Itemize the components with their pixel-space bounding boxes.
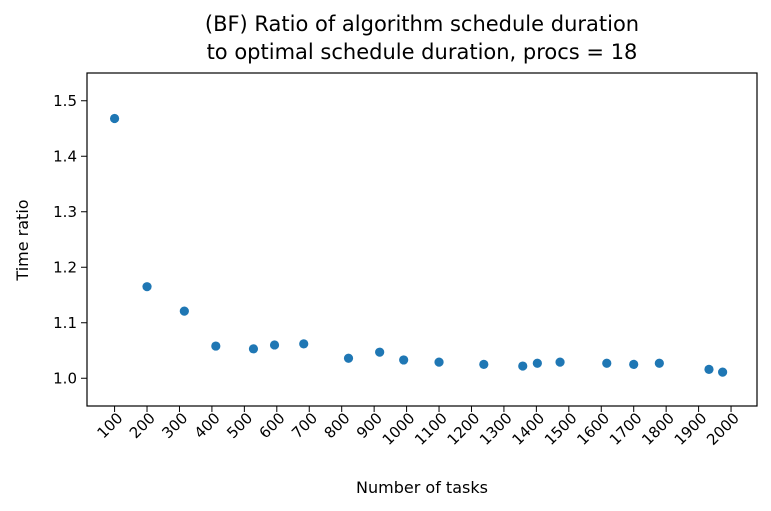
data-point	[248, 344, 259, 354]
x-tick-label: 1900	[671, 409, 711, 449]
data-point	[142, 282, 152, 292]
x-tick-label: 2000	[703, 409, 743, 449]
x-tick-label: 1800	[638, 409, 678, 449]
chart-title-line-1: (BF) Ratio of algorithm schedule duratio…	[205, 12, 639, 36]
x-tick-label: 1000	[379, 409, 419, 449]
x-tick-label: 700	[288, 409, 321, 442]
data-point	[299, 339, 309, 349]
y-tick-label: 1.0	[53, 369, 77, 387]
chart-title-line-2: to optimal schedule duration, procs = 18	[207, 40, 638, 64]
data-point	[629, 359, 639, 369]
data-point	[375, 347, 385, 357]
data-point	[532, 358, 542, 368]
data-point	[399, 355, 409, 365]
x-tick-label: 1600	[573, 409, 613, 449]
x-tick-label: 1500	[541, 409, 581, 449]
y-tick-label: 1.2	[53, 258, 77, 276]
data-points	[109, 113, 728, 377]
data-point	[654, 358, 664, 368]
plot-area	[86, 72, 758, 407]
data-point	[211, 341, 221, 351]
x-axis-label: Number of tasks	[356, 478, 488, 497]
x-axis: 100 200 300 400 500 600 700 800 9001000110012001…	[93, 406, 743, 449]
x-tick-label: 400	[191, 409, 224, 442]
data-point	[109, 113, 120, 124]
x-tick-label: 800	[321, 409, 354, 442]
x-tick-label: 1400	[508, 409, 548, 449]
data-point	[704, 364, 714, 374]
data-point	[343, 353, 354, 363]
y-tick-label: 1.3	[53, 203, 77, 221]
x-tick-label: 600	[256, 409, 289, 442]
y-axis-label: Time ratio	[13, 199, 32, 281]
data-point	[602, 358, 612, 368]
data-point	[269, 340, 280, 350]
x-tick-label: 1200	[444, 409, 484, 449]
y-axis: 1.0 1.1 1.2 1.3 1.4 1.5	[53, 92, 87, 387]
x-tick-label: 300	[158, 409, 191, 442]
y-tick-label: 1.4	[53, 147, 77, 165]
y-tick-label: 1.1	[53, 314, 77, 332]
data-point	[718, 367, 728, 377]
x-tick-label: 100	[93, 409, 126, 442]
x-tick-label: 1300	[476, 409, 516, 449]
x-tick-label: 1100	[411, 409, 451, 449]
data-point	[179, 306, 189, 316]
data-point	[434, 357, 444, 367]
x-tick-label: 1700	[606, 409, 646, 449]
x-tick-label: 200	[126, 409, 159, 442]
data-point	[518, 361, 528, 371]
y-tick-label: 1.5	[53, 92, 77, 110]
data-point	[479, 359, 489, 369]
data-point	[555, 357, 565, 367]
x-tick-label: 500	[223, 409, 256, 442]
